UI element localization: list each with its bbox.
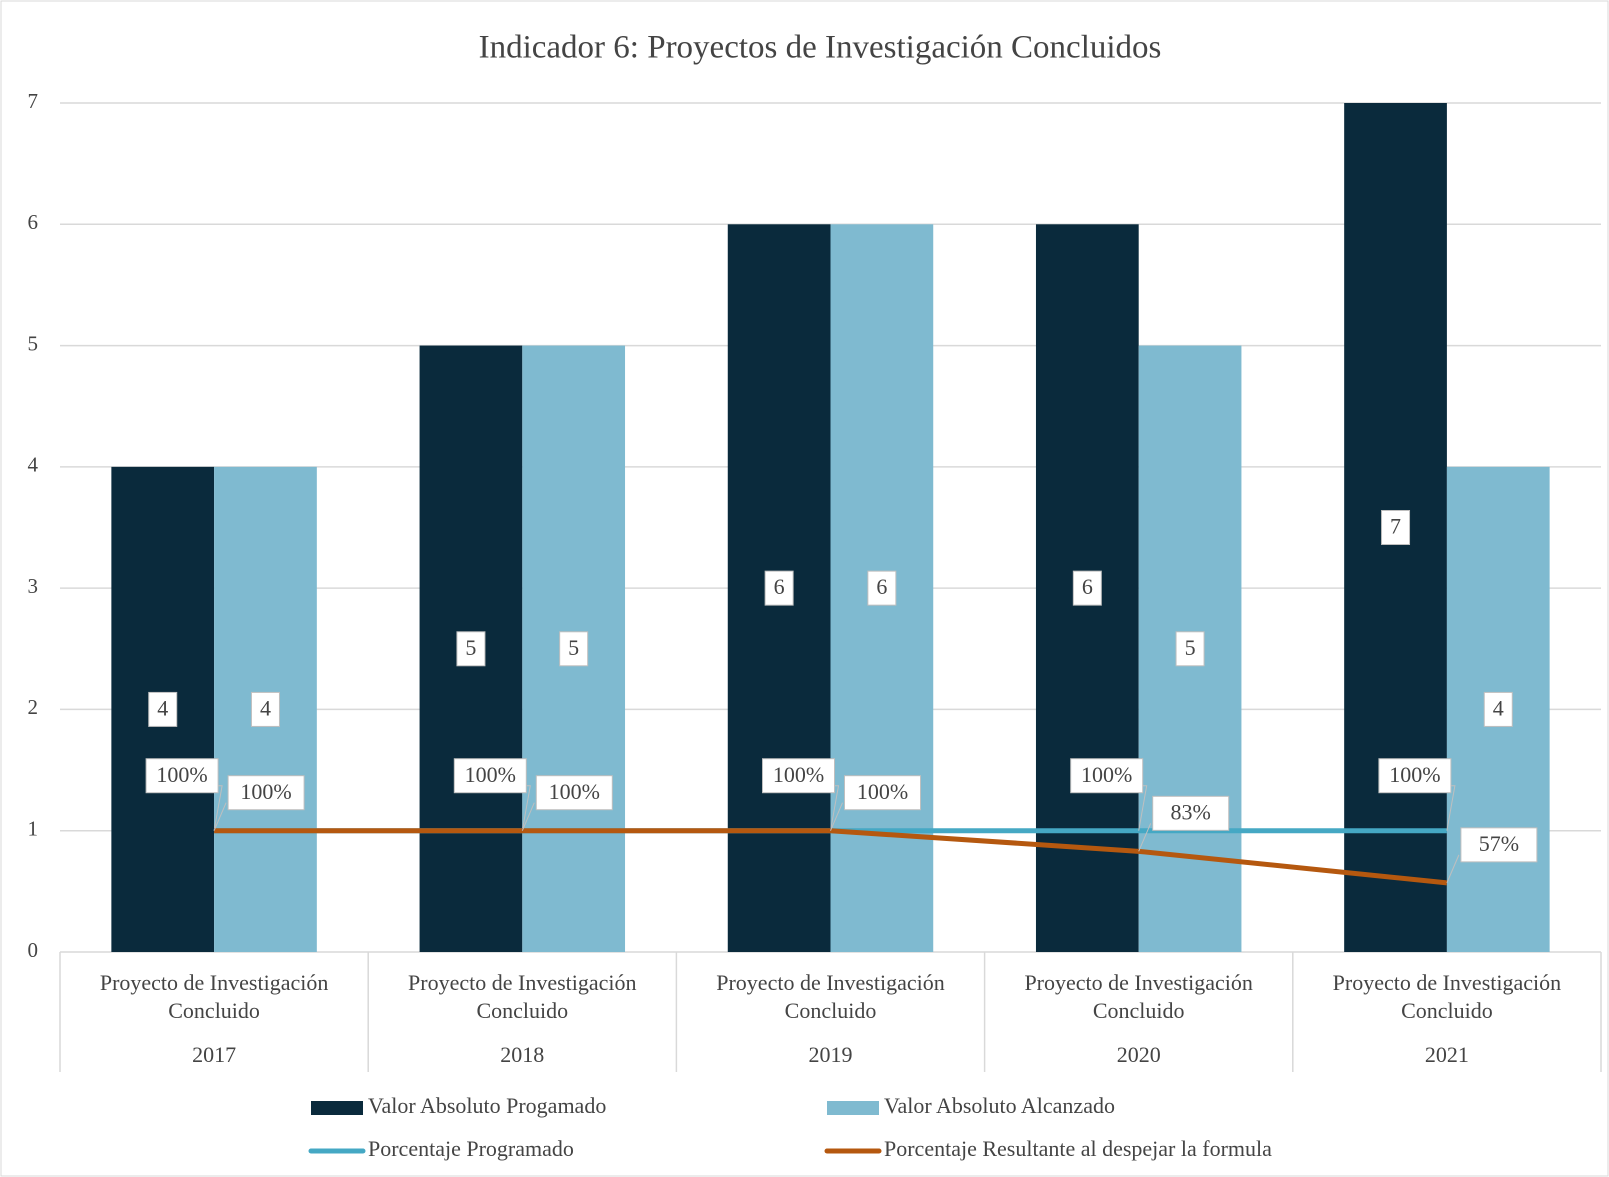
data-label: 100% — [156, 762, 207, 787]
data-label-box — [1152, 795, 1230, 831]
data-label: 100% — [773, 762, 824, 787]
data-label: 83% — [1171, 799, 1211, 824]
x-tick-label: 2020 — [1117, 1042, 1161, 1067]
data-label-box — [844, 775, 921, 811]
data-label-box — [764, 570, 794, 606]
leader-line — [213, 785, 223, 831]
x-tick-label: 2021 — [1425, 1042, 1469, 1067]
data-label: 100% — [549, 779, 600, 804]
data-label: 6 — [1082, 574, 1093, 599]
data-label-box — [535, 775, 613, 811]
x-tick-sublabel: Proyecto de Investigación Concluido — [1024, 970, 1253, 1023]
data-label: 6 — [876, 574, 887, 599]
data-label-box — [762, 758, 835, 794]
data-label: 100% — [465, 762, 516, 787]
data-label-box — [145, 758, 219, 794]
leader-line — [1138, 785, 1148, 831]
x-tick-sublabel: Proyecto de Investigación Concluido — [408, 970, 637, 1023]
y-tick-label: 7 — [28, 89, 39, 113]
leader-line — [1446, 854, 1460, 884]
y-tick-label: 5 — [28, 331, 39, 355]
x-tick-sublabel: Proyecto de Investigación Concluido — [100, 970, 329, 1023]
y-tick-label: 3 — [28, 574, 39, 598]
data-label-box — [1070, 758, 1144, 794]
x-tick-sublabel: Proyecto de Investigación Concluido — [716, 970, 945, 1023]
legend-label: Valor Absoluto Alcanzado — [884, 1093, 1115, 1118]
leader-line — [213, 802, 227, 831]
data-label-box — [867, 570, 897, 606]
data-label: 6 — [774, 574, 785, 599]
data-label: 7 — [1390, 514, 1401, 539]
data-label-box — [1378, 758, 1452, 794]
data-label-box — [456, 631, 486, 667]
y-tick-label: 0 — [28, 938, 39, 962]
data-label-box — [148, 691, 178, 727]
leader-line — [1138, 823, 1152, 852]
leader-line — [521, 802, 535, 831]
data-label: 57% — [1479, 831, 1519, 856]
data-label: 5 — [568, 635, 579, 660]
data-label-box — [1381, 510, 1411, 545]
y-tick-label: 4 — [28, 453, 39, 477]
x-tick-sublabel: Proyecto de Investigación Concluido — [1333, 970, 1562, 1023]
data-label-box — [1072, 570, 1102, 606]
legend-swatch — [311, 1101, 363, 1115]
data-label: 4 — [260, 695, 271, 720]
data-label: 4 — [1493, 695, 1504, 720]
data-label: 100% — [240, 779, 291, 804]
legend-label: Porcentaje Programado — [368, 1136, 574, 1161]
leader-line — [830, 785, 840, 831]
legend-label: Porcentaje Resultante al despejar la for… — [884, 1136, 1272, 1161]
y-tick-label: 2 — [28, 695, 39, 719]
leader-line — [521, 785, 531, 831]
data-label-box — [1175, 631, 1205, 667]
chart-title: Indicador 6: Proyectos de Investigación … — [479, 30, 1162, 66]
y-tick-label: 6 — [28, 210, 39, 234]
data-label-box — [250, 691, 280, 727]
data-label-box — [453, 758, 527, 794]
data-label-box — [227, 775, 305, 811]
data-label: 100% — [1081, 762, 1132, 787]
data-label: 100% — [857, 779, 908, 804]
leader-line — [830, 802, 843, 831]
data-label-box — [1483, 691, 1513, 727]
data-label-box — [559, 631, 589, 667]
legend-label: Valor Absoluto Progamado — [368, 1093, 606, 1118]
data-label: 100% — [1389, 762, 1440, 787]
data-label: 4 — [157, 695, 168, 720]
x-tick-label: 2018 — [500, 1042, 544, 1067]
legend-swatch — [827, 1101, 879, 1115]
data-label: 5 — [1185, 635, 1196, 660]
x-tick-label: 2017 — [192, 1042, 236, 1067]
leader-line — [1446, 785, 1456, 831]
y-tick-label: 1 — [28, 817, 39, 841]
data-label-box — [1460, 827, 1538, 863]
data-label: 5 — [465, 635, 476, 660]
x-tick-label: 2019 — [809, 1042, 853, 1067]
